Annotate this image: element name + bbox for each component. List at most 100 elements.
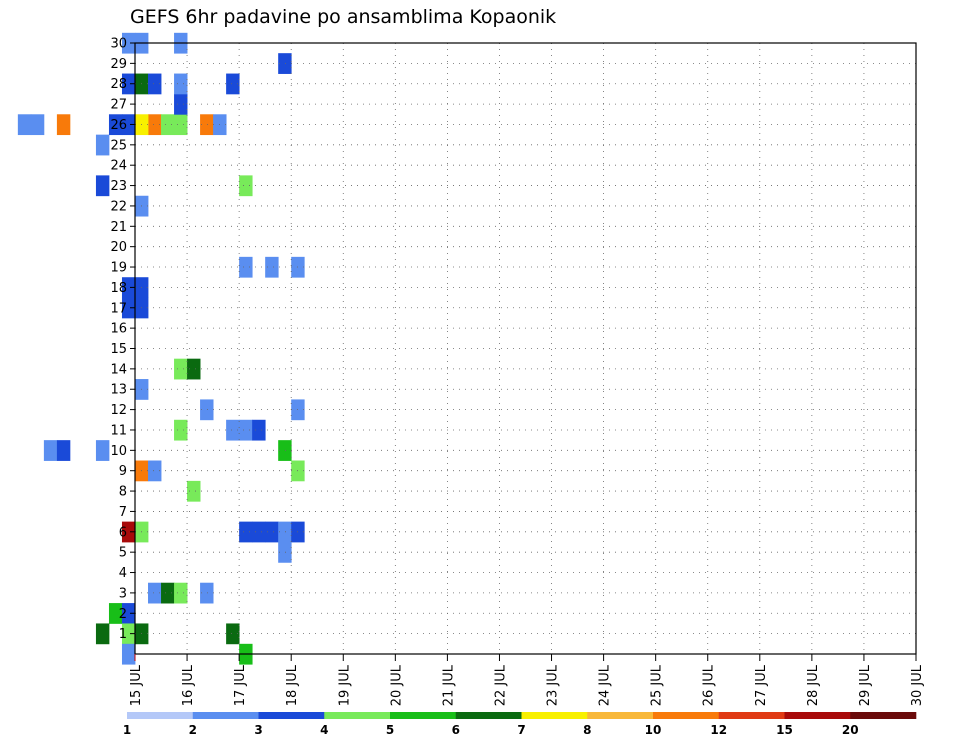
y-tick-label: 16 bbox=[110, 322, 127, 337]
heatmap-cell bbox=[174, 93, 188, 115]
heatmap-cell bbox=[265, 521, 279, 543]
heatmap-cell bbox=[148, 582, 162, 604]
x-tick-label: 26 JUL bbox=[702, 664, 717, 706]
heatmap-cell bbox=[239, 419, 253, 441]
y-tick-label: 18 bbox=[110, 281, 127, 296]
colorbar-swatch bbox=[192, 712, 259, 719]
y-tick-label: 13 bbox=[110, 383, 127, 398]
colorbar-swatch bbox=[718, 712, 785, 719]
heatmap-cell bbox=[174, 582, 188, 604]
y-tick-label: 11 bbox=[110, 423, 127, 438]
y-tick-label: 26 bbox=[110, 118, 127, 133]
y-tick-label: 17 bbox=[110, 301, 127, 316]
heatmap-cell bbox=[95, 175, 110, 197]
colorbar-label: 7 bbox=[517, 723, 525, 737]
y-tick-label: 19 bbox=[110, 261, 127, 276]
heatmap-cell bbox=[226, 623, 240, 645]
heatmap-cell bbox=[252, 419, 266, 441]
colorbar: 1 2 3 4 5 6 7 8 10 12 15 20 bbox=[123, 712, 917, 737]
colorbar-swatch bbox=[653, 712, 720, 719]
heatmap-cell bbox=[278, 521, 292, 543]
x-tick-label: 29 JUL bbox=[858, 664, 873, 706]
heatmap-cell bbox=[95, 623, 110, 645]
y-tick-label: 6 bbox=[119, 525, 127, 540]
y-tick-label: 4 bbox=[119, 566, 127, 581]
y-tick-label: 2 bbox=[119, 607, 127, 622]
x-tick-label: 17 JUL bbox=[233, 664, 248, 706]
heatmap-cell bbox=[187, 358, 201, 380]
heatmap-cell bbox=[17, 114, 32, 136]
y-tick-label: 3 bbox=[119, 586, 127, 601]
y-tick-label: 14 bbox=[110, 362, 127, 377]
y-tick-label: 21 bbox=[110, 220, 127, 235]
x-tick-label: 18 JUL bbox=[285, 664, 300, 706]
heatmap-cell bbox=[239, 175, 253, 197]
x-tick-label: 15 JUL bbox=[129, 664, 144, 706]
x-tick-label: 30 JUL bbox=[910, 664, 925, 706]
heatmap-cell bbox=[121, 521, 136, 543]
heatmap-cell bbox=[121, 297, 136, 319]
y-tick-label: 22 bbox=[110, 199, 127, 214]
heatmap-cell bbox=[121, 623, 136, 645]
y-tick-label: 28 bbox=[110, 77, 127, 92]
cells-layer bbox=[17, 32, 305, 665]
heatmap-cell bbox=[278, 541, 292, 563]
heatmap-cell bbox=[56, 114, 71, 136]
heatmap-cell bbox=[265, 256, 279, 278]
heatmap-cell bbox=[121, 277, 136, 298]
heatmap-cell bbox=[226, 73, 240, 95]
colorbar-swatch bbox=[587, 712, 654, 719]
heatmap-cell bbox=[239, 256, 253, 278]
x-tick-label: 19 JUL bbox=[337, 664, 352, 706]
colorbar-label: 6 bbox=[452, 723, 460, 737]
y-tick-label: 20 bbox=[110, 240, 127, 255]
y-tick-label: 9 bbox=[119, 464, 127, 479]
x-tick-label: 16 JUL bbox=[181, 664, 196, 706]
x-tick-label: 21 JUL bbox=[441, 664, 456, 706]
heatmap-cell bbox=[56, 440, 71, 461]
heatmap-cell bbox=[200, 114, 214, 136]
heatmap-cell bbox=[174, 419, 188, 441]
y-tick-label: 29 bbox=[110, 57, 127, 72]
x-tick-label: 27 JUL bbox=[754, 664, 769, 706]
heatmap-cell bbox=[108, 114, 123, 136]
y-tick-label: 10 bbox=[110, 444, 127, 459]
x-tick-label: 25 JUL bbox=[650, 664, 665, 706]
heatmap-cell bbox=[174, 73, 188, 95]
y-tick-label: 30 bbox=[110, 37, 127, 52]
heatmap-cell bbox=[121, 643, 136, 665]
y-tick-label: 27 bbox=[110, 98, 127, 113]
y-tick-label: 8 bbox=[119, 485, 127, 500]
heatmap-cell bbox=[121, 73, 136, 95]
y-tick-label: 5 bbox=[119, 546, 127, 561]
heatmap-cell bbox=[161, 114, 175, 136]
heatmap-cell bbox=[226, 419, 240, 441]
x-tick-label: 20 JUL bbox=[389, 664, 404, 706]
chart-title: GEFS 6hr padavine po ansamblima Kopaonik bbox=[130, 6, 557, 28]
heatmap-cell bbox=[108, 603, 123, 624]
y-tick-label: 15 bbox=[110, 342, 127, 357]
colorbar-label: 1 bbox=[123, 723, 131, 737]
y-tick-label: 23 bbox=[110, 179, 127, 194]
heatmap-cell bbox=[278, 53, 292, 74]
heatmap-cell bbox=[95, 440, 110, 461]
heatmap-cell bbox=[43, 440, 58, 461]
colorbar-swatch bbox=[390, 712, 457, 719]
heatmap-cell bbox=[148, 114, 162, 136]
colorbar-label: 8 bbox=[583, 723, 591, 737]
heatmap-cell bbox=[121, 114, 136, 136]
heatmap-cell bbox=[174, 358, 188, 380]
heatmap-cell bbox=[278, 440, 292, 461]
heatmap-cell bbox=[121, 603, 136, 624]
colorbar-label: 4 bbox=[320, 723, 328, 737]
y-tick-label: 12 bbox=[110, 403, 127, 418]
heatmap-cell bbox=[95, 134, 110, 156]
heatmap-cell bbox=[161, 582, 175, 604]
x-axis: 15 JUL 16 JUL 17 JUL 18 JUL 19 JUL 20 JUL 21 J… bbox=[129, 654, 925, 706]
colorbar-swatch bbox=[324, 712, 391, 719]
heatmap-cell bbox=[187, 480, 201, 502]
colorbar-label: 2 bbox=[189, 723, 197, 737]
colorbar-label: 5 bbox=[386, 723, 394, 737]
grid-layer bbox=[135, 42, 916, 654]
colorbar-label: 15 bbox=[776, 723, 793, 737]
